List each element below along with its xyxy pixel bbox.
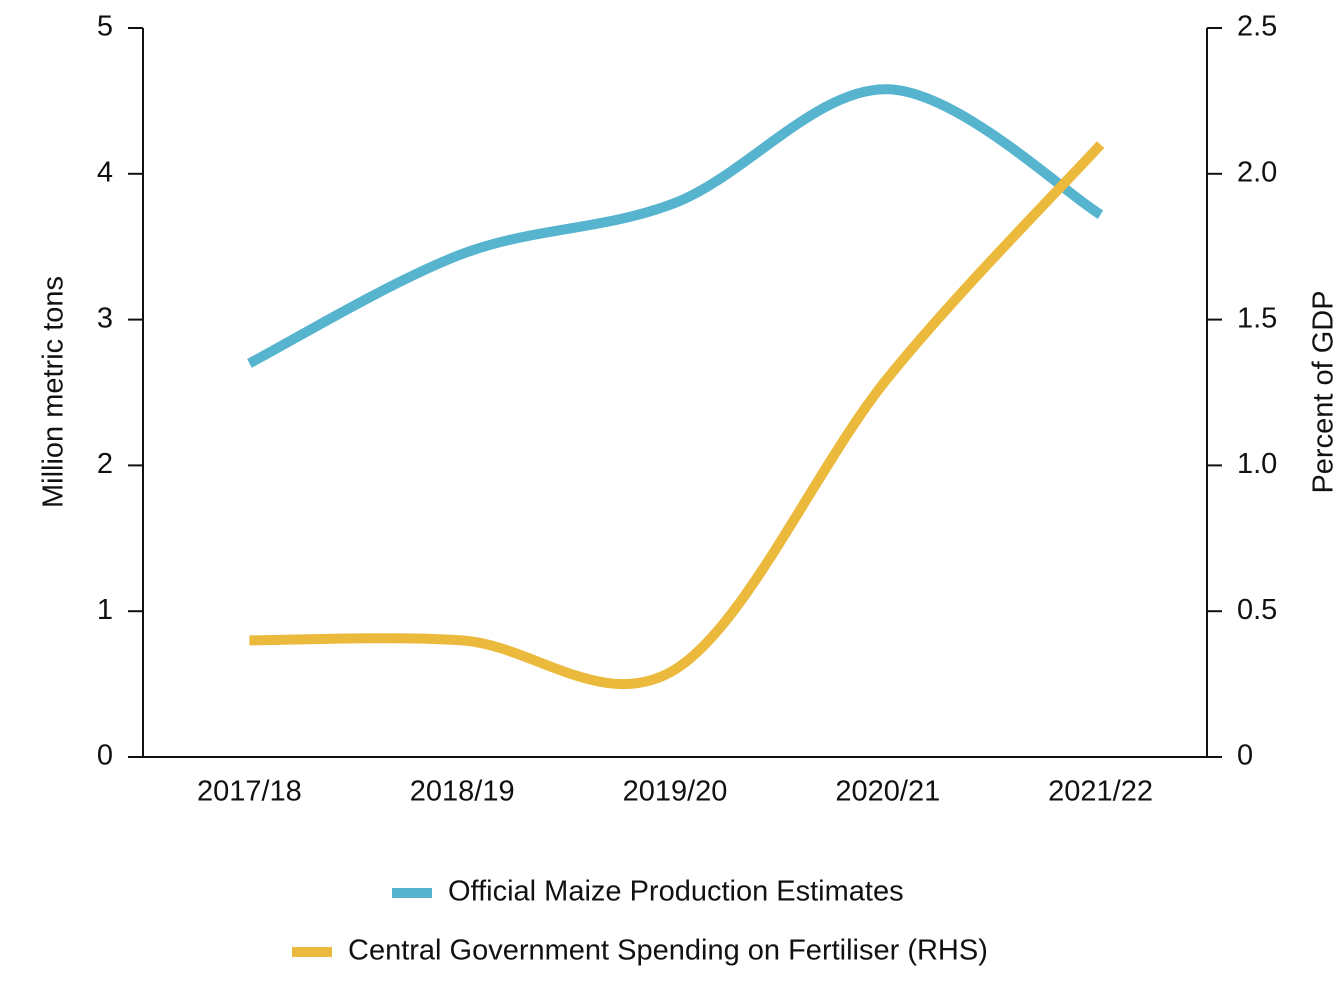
y-tick-label: 0 (97, 740, 113, 772)
y-tick-label: 1 (97, 594, 113, 626)
y-tick-label: 3 (97, 302, 113, 334)
x-tick-label: 2020/21 (835, 776, 940, 808)
series-line (249, 141, 1105, 690)
x-tick-label: 2019/20 (623, 776, 728, 808)
y2-axis-label: Percent of GDP (1308, 290, 1340, 493)
y2-tick-label: 2.0 (1237, 156, 1277, 188)
y2-tick-label: 1.0 (1237, 448, 1277, 480)
x-tick-label: 2021/22 (1048, 776, 1153, 808)
y-tick-label: 2 (97, 448, 113, 480)
y2-tick-label: 0 (1237, 740, 1253, 772)
y2-tick-label: 1.5 (1237, 302, 1277, 334)
x-tick-label: 2017/18 (197, 776, 302, 808)
legend-label: Official Maize Production Estimates (448, 876, 904, 908)
x-tick-label: 2018/19 (410, 776, 515, 808)
series-line (247, 84, 1104, 368)
y-tick-label: 4 (97, 156, 113, 188)
y2-tick-label: 2.5 (1237, 11, 1277, 43)
y2-tick-label: 0.5 (1237, 594, 1277, 626)
y-tick-label: 5 (97, 11, 113, 43)
y-axis-label: Million metric tons (38, 276, 70, 508)
legend-label: Central Government Spending on Fertilise… (348, 935, 988, 967)
